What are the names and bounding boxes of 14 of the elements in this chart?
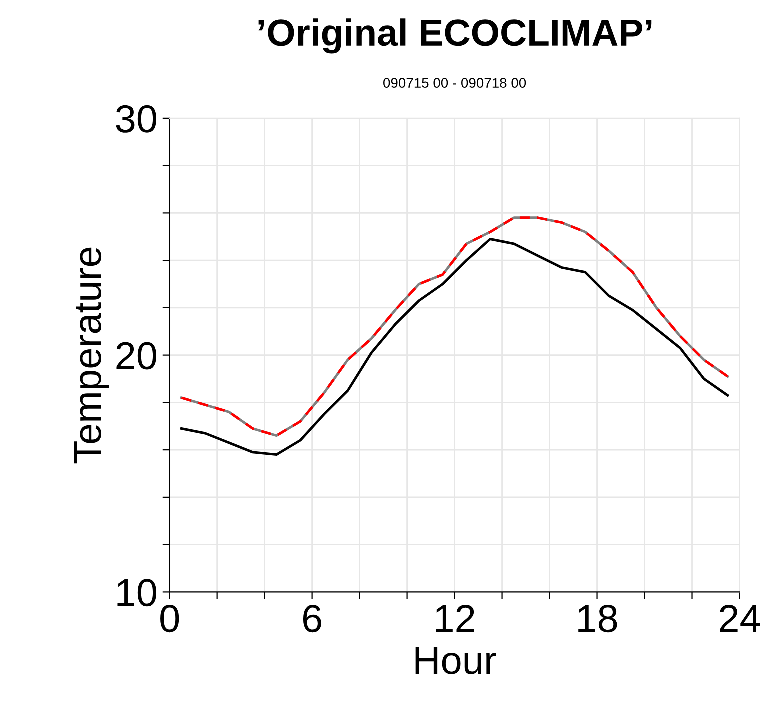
x-axis-title: Hour bbox=[416, 647, 496, 674]
x-tick-label: 0 bbox=[160, 605, 180, 633]
chart-title: ’Original ECOCLIMAP’ bbox=[258, 18, 652, 54]
y-axis-title: Temperature bbox=[74, 248, 110, 464]
y-tick-label: 20 bbox=[116, 342, 157, 370]
x-tick-label: 24 bbox=[720, 605, 760, 632]
line-series bbox=[180, 238, 730, 456]
x-tick-label: 18 bbox=[578, 605, 618, 633]
x-tick-label: 6 bbox=[303, 605, 322, 633]
y-tick-label: 10 bbox=[118, 579, 157, 607]
y-tick-label: 30 bbox=[116, 105, 157, 133]
chart-subtitle: 090715 00 - 090718 00 bbox=[384, 78, 526, 88]
line-series bbox=[180, 216, 730, 438]
x-tick-label: 12 bbox=[436, 605, 474, 632]
